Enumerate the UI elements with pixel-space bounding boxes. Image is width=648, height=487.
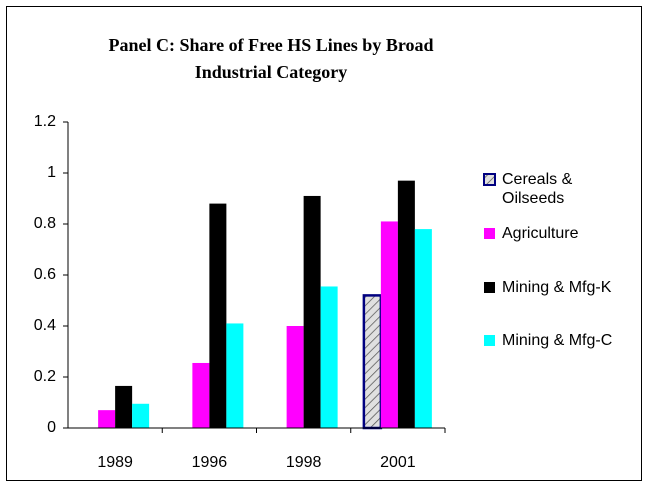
legend-swatch — [484, 228, 495, 239]
x-tick-label: 2001 — [380, 454, 416, 471]
bar — [192, 362, 210, 428]
border — [6, 6, 642, 481]
bar — [286, 326, 304, 428]
legend-swatch — [484, 282, 495, 293]
bar — [397, 180, 415, 428]
bar — [380, 221, 398, 428]
bar — [132, 403, 150, 428]
y-tick-label: 0.8 — [34, 215, 56, 232]
bar — [414, 229, 432, 428]
legend-label: Agriculture — [502, 225, 579, 242]
legend-swatch — [483, 173, 496, 186]
bar — [362, 294, 383, 430]
y-tick-label: 0.6 — [34, 266, 56, 283]
bar — [98, 410, 116, 428]
bar — [320, 286, 338, 428]
legend-swatch — [484, 335, 495, 346]
bar — [303, 195, 321, 428]
y-tick-label: 0 — [47, 419, 56, 436]
y-tick-label: 0.4 — [34, 317, 56, 334]
bar — [115, 385, 133, 428]
legend-label: Mining & Mfg-K — [502, 279, 612, 296]
y-tick-label: 1.2 — [34, 113, 56, 130]
x-tick-label: 1996 — [192, 454, 228, 471]
x-tick-label: 1998 — [286, 454, 322, 471]
x-tick-label: 1989 — [97, 454, 133, 471]
bar — [209, 203, 227, 428]
y-tick-label: 0.2 — [34, 368, 56, 385]
legend-label: Cereals & Oilseeds — [502, 171, 573, 207]
bar — [226, 323, 244, 428]
chart-title: Panel C: Share of Free HS Lines by Broad… — [108, 35, 434, 82]
legend-label: Mining & Mfg-C — [502, 332, 613, 349]
y-tick-label: 1 — [47, 164, 56, 181]
